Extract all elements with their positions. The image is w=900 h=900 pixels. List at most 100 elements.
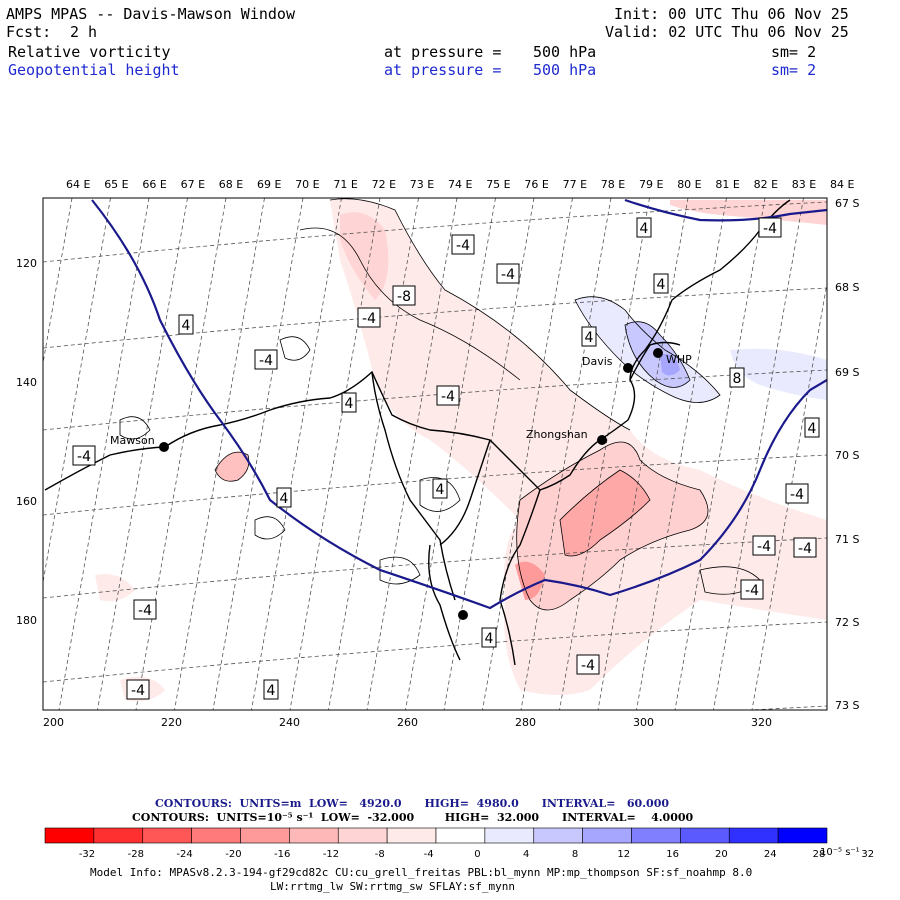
longitude-label: 83 E bbox=[792, 178, 816, 191]
latitude-label: 69 S bbox=[835, 366, 859, 379]
grid-x-label: 220 bbox=[161, 716, 182, 729]
colorbar-unit: 10⁻⁵ s⁻¹ bbox=[820, 847, 860, 858]
station-marker-unnamed bbox=[458, 610, 468, 620]
colorbar-swatch bbox=[142, 827, 192, 844]
latitude-label: 70 S bbox=[835, 449, 859, 462]
contour-label: -4 bbox=[451, 234, 475, 255]
longitude-label: 84 E bbox=[830, 178, 854, 191]
station-label: Mawson bbox=[110, 434, 155, 447]
axis-tick-labels: 64 E 65 E 66 E 67 E 68 E 69 E 70 E 71 E 72 E 73 E… bbox=[16, 178, 859, 729]
longitude-label: 68 E bbox=[219, 178, 243, 191]
colorbar-label: 0 bbox=[474, 849, 480, 860]
contour-label: 8 bbox=[729, 367, 745, 388]
colorbar-swatch bbox=[582, 827, 632, 844]
station-label: WHP bbox=[666, 353, 692, 366]
colorbar-label: 28 bbox=[813, 849, 826, 860]
colorbar-swatch bbox=[240, 827, 290, 844]
latitude-label: 73 S bbox=[835, 699, 859, 712]
contour-label: -4 bbox=[254, 349, 278, 370]
station-labels: Mawson Davis Zhongshan WHP bbox=[110, 353, 692, 447]
contour-label: 4 bbox=[432, 478, 448, 499]
grid-x-label: 280 bbox=[515, 716, 536, 729]
svg-text:-4: -4 bbox=[441, 389, 455, 405]
station-label: Davis bbox=[582, 355, 613, 368]
svg-text:4: 4 bbox=[808, 421, 817, 437]
longitude-label: 73 E bbox=[410, 178, 434, 191]
init-time: Init: 00 UTC Thu 06 Nov 25 bbox=[614, 5, 849, 23]
svg-text:-4: -4 bbox=[790, 487, 804, 503]
colorbar-swatch bbox=[337, 827, 388, 844]
colorbar-swatch bbox=[44, 827, 95, 844]
colorbar-label: 8 bbox=[572, 849, 578, 860]
vorticity-contour-info: CONTOURS: UNITS=10⁻⁵ s⁻¹ LOW= -32.000 HI… bbox=[132, 811, 694, 824]
vorticity-map: Mawson Davis Zhongshan WHP -4 4 -4 -8 -4 4 -4 4 -4 4… bbox=[16, 178, 859, 729]
longitude-label: 71 E bbox=[333, 178, 357, 191]
grid-x-label: 320 bbox=[751, 716, 772, 729]
grid-x-label: 200 bbox=[43, 716, 64, 729]
colorbar-label: 4 bbox=[523, 849, 529, 860]
coastline bbox=[44, 199, 791, 666]
field2-name: Geopotential height bbox=[8, 61, 180, 79]
latitude-label: 67 S bbox=[835, 197, 859, 210]
svg-text:-4: -4 bbox=[745, 583, 759, 599]
colorbar-swatch bbox=[191, 827, 241, 844]
svg-text:4: 4 bbox=[640, 221, 649, 237]
colorbar-label: -8 bbox=[375, 849, 385, 860]
colorbar: -32 -28 -24 -20 -16 -12 -8 -4 0 4 8 12 16 20 24 28 3210⁻… bbox=[44, 827, 874, 860]
forecast-value: 2 h bbox=[70, 23, 98, 41]
model-info-line-1: Model Info: MPASv8.2.3-194-gf29cd82c CU:… bbox=[90, 866, 753, 879]
station-marker-whp bbox=[653, 348, 663, 358]
colorbar-swatch bbox=[728, 827, 779, 844]
svg-text:4: 4 bbox=[585, 330, 594, 346]
colorbar-label: -28 bbox=[128, 849, 144, 860]
grid-x-label: 300 bbox=[633, 716, 654, 729]
svg-text:-4: -4 bbox=[131, 683, 145, 699]
longitude-label: 65 E bbox=[104, 178, 128, 191]
model-info-line-2: LW:rrtmg_lw SW:rrtmg_sw SFLAY:sf_mynn bbox=[270, 880, 516, 893]
svg-text:4: 4 bbox=[436, 482, 445, 498]
svg-text:4: 4 bbox=[182, 318, 191, 334]
svg-text:-4: -4 bbox=[138, 603, 152, 619]
svg-text:4: 4 bbox=[345, 396, 354, 412]
svg-text:-4: -4 bbox=[763, 221, 777, 237]
height-contour-info: CONTOURS: UNITS=m LOW= 4920.0 HIGH= 4980… bbox=[155, 797, 669, 810]
contour-label: -4 bbox=[133, 599, 157, 620]
latitude-label: 71 S bbox=[835, 533, 859, 546]
longitude-label: 66 E bbox=[142, 178, 166, 191]
contour-label: -4 bbox=[576, 654, 600, 675]
contour-label: -4 bbox=[436, 385, 460, 406]
svg-text:4: 4 bbox=[657, 277, 666, 293]
svg-text:-4: -4 bbox=[456, 238, 470, 254]
longitude-label: 78 E bbox=[601, 178, 625, 191]
longitude-label: 77 E bbox=[563, 178, 587, 191]
svg-text:4: 4 bbox=[280, 491, 289, 507]
contour-label: -4 bbox=[72, 445, 96, 466]
colorbar-swatch bbox=[680, 827, 730, 844]
longitude-label: 79 E bbox=[639, 178, 663, 191]
contour-label: -4 bbox=[496, 263, 520, 284]
valid-time: Valid: 02 UTC Thu 06 Nov 25 bbox=[605, 23, 849, 41]
longitude-label: 67 E bbox=[181, 178, 205, 191]
contour-label: 4 bbox=[276, 487, 292, 508]
svg-text:-4: -4 bbox=[798, 541, 812, 557]
station-marker-davis bbox=[623, 363, 633, 373]
contour-label: -4 bbox=[740, 579, 764, 600]
contour-label: 4 bbox=[178, 314, 194, 335]
field2-smoothing: sm= 2 bbox=[771, 61, 817, 79]
colorbar-label: 12 bbox=[617, 849, 630, 860]
longitude-label: 80 E bbox=[677, 178, 701, 191]
field2-pressure-label: at pressure = bbox=[384, 61, 502, 79]
colorbar-swatch bbox=[777, 827, 828, 844]
contour-label: 4 bbox=[636, 217, 652, 238]
longitude-label: 69 E bbox=[257, 178, 281, 191]
svg-text:-4: -4 bbox=[501, 267, 515, 283]
svg-text:-4: -4 bbox=[757, 539, 771, 555]
colorbar-label: -16 bbox=[274, 849, 290, 860]
svg-text:-4: -4 bbox=[362, 311, 376, 327]
field1-name: Relative vorticity bbox=[8, 43, 171, 61]
colorbar-label: -4 bbox=[424, 849, 434, 860]
colorbar-label: -12 bbox=[323, 849, 339, 860]
grid-x-label: 240 bbox=[279, 716, 300, 729]
contour-label: -4 bbox=[126, 679, 150, 700]
colorbar-swatch bbox=[93, 827, 144, 844]
